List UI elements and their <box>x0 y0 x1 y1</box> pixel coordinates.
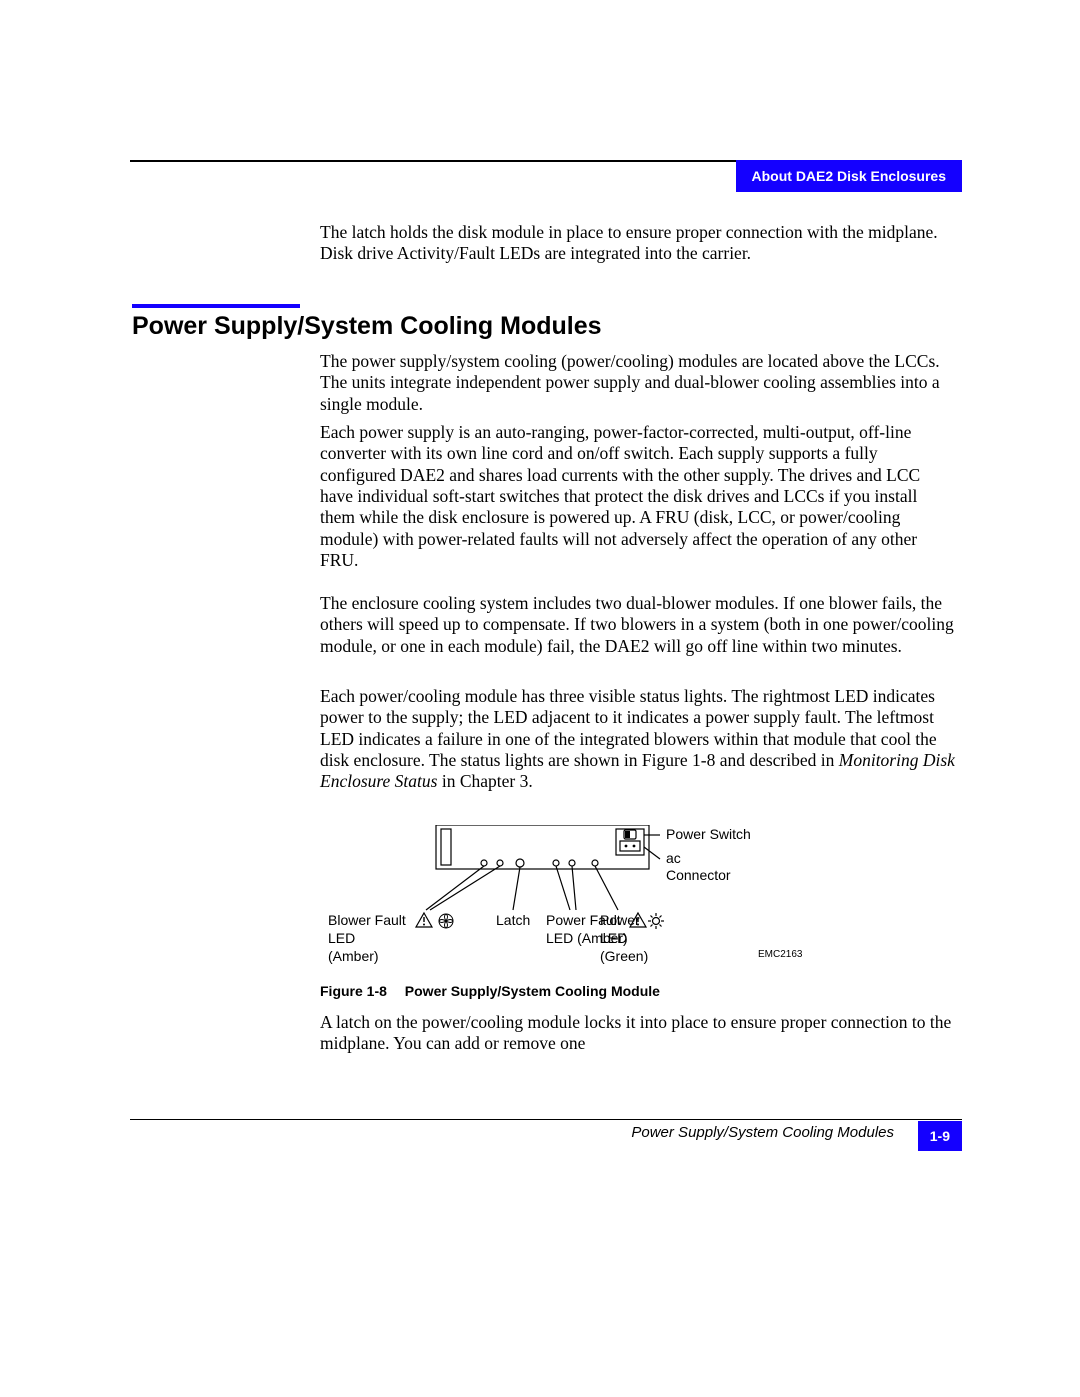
footer-section-label: Power Supply/System Cooling Modules <box>631 1124 894 1141</box>
document-page: About DAE2 Disk Enclosures The latch hol… <box>0 0 1080 1397</box>
leader-pfault-2 <box>572 866 576 910</box>
led-blower-1 <box>481 860 487 866</box>
fan-icon <box>439 914 453 928</box>
figure-1-8: Power Switch ac Connector Blower Fault L… <box>318 825 958 975</box>
body-paragraph-1: The power supply/system cooling (power/c… <box>320 351 955 415</box>
label-latch: Latch <box>496 912 530 928</box>
warning-icon <box>416 913 432 927</box>
leader-blower-1 <box>426 866 484 910</box>
header-chapter-tab: About DAE2 Disk Enclosures <box>736 160 963 192</box>
drawing-ref: EMC2163 <box>758 949 803 960</box>
bottom-horizontal-rule <box>130 1119 962 1120</box>
label-power-3: (Green) <box>600 948 648 964</box>
footer-page-number: 1-9 <box>930 1128 950 1144</box>
footer-page-tab: 1-9 <box>918 1121 962 1151</box>
label-ac-1: ac <box>666 850 681 866</box>
body-paragraph-3: The enclosure cooling system includes tw… <box>320 593 955 657</box>
label-ac-2: Connector <box>666 867 731 883</box>
intro-paragraph: The latch holds the disk module in place… <box>320 222 955 265</box>
led-power-fault-2 <box>569 860 575 866</box>
header-tab-label: About DAE2 Disk Enclosures <box>752 168 947 184</box>
label-blower-1: Blower Fault <box>328 912 406 928</box>
label-power-switch: Power Switch <box>666 826 751 842</box>
figure-number: Figure 1-8 <box>320 983 387 999</box>
leader-blower-2 <box>430 866 500 910</box>
label-power-2: LED <box>600 930 627 946</box>
led-blower-2 <box>497 860 503 866</box>
led-power <box>592 860 598 866</box>
body-paragraph-2: Each power supply is an auto-ranging, po… <box>320 422 955 571</box>
leader-ac <box>644 847 660 859</box>
p4-text-2: in Chapter 3. <box>437 771 532 791</box>
led-power-fault-1 <box>553 860 559 866</box>
leader-power <box>595 866 618 910</box>
body-paragraph-5: A latch on the power/cooling module lock… <box>320 1012 955 1055</box>
body-paragraph-4: Each power/cooling module has three visi… <box>320 686 955 793</box>
left-inner-rect <box>441 829 451 865</box>
figure-svg: Power Switch ac Connector Blower Fault L… <box>318 825 958 975</box>
ac-connector-inner <box>620 841 640 851</box>
label-blower-2: LED <box>328 930 355 946</box>
section-heading: Power Supply/System Cooling Modules <box>132 312 602 341</box>
leader-pfault-1 <box>556 866 570 910</box>
figure-caption: Figure 1-8 Power Supply/System Cooling M… <box>320 983 660 999</box>
leader-latch <box>513 867 520 910</box>
section-accent-rule <box>132 304 300 308</box>
latch-circle <box>516 859 524 867</box>
module-outline <box>436 825 649 869</box>
label-blower-3: (Amber) <box>328 948 379 964</box>
sun-icon <box>648 913 664 929</box>
figure-title: Power Supply/System Cooling Module <box>405 983 660 999</box>
